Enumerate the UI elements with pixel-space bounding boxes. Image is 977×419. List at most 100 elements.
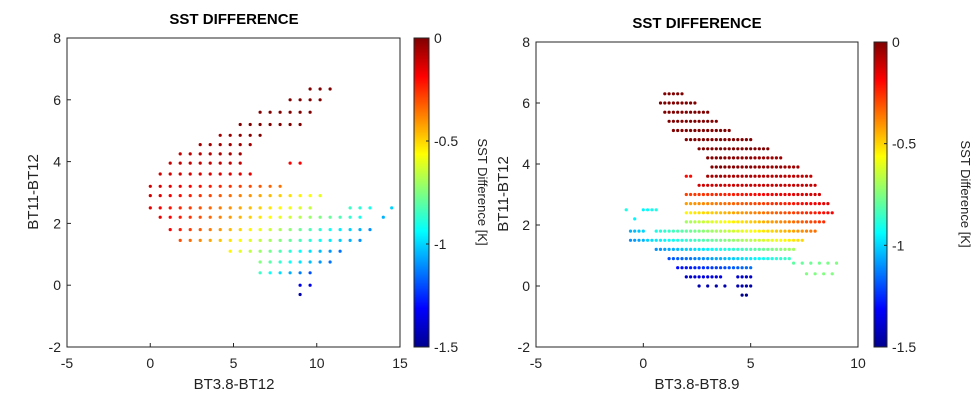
scatter-point — [813, 192, 817, 197]
scatter-point — [208, 238, 212, 242]
scatter-point — [774, 156, 779, 160]
scatter-point — [757, 238, 761, 242]
scatter-point — [753, 257, 757, 261]
scatter-point — [258, 271, 262, 275]
scatter-point — [258, 215, 262, 219]
scatter-point — [693, 247, 697, 251]
scatter-point — [779, 156, 783, 160]
x-tick-label: 5 — [747, 355, 755, 371]
scatter-point — [278, 260, 282, 264]
scatter-point — [689, 119, 693, 123]
scatter-point — [701, 229, 706, 233]
scatter-point — [308, 271, 312, 275]
scatter-point — [744, 156, 749, 160]
scatter-point — [757, 183, 761, 187]
scatter-point — [298, 249, 302, 253]
scatter-point — [714, 183, 718, 187]
scatter-point — [198, 206, 202, 210]
scatter-point — [208, 228, 212, 232]
scatter-point — [248, 184, 252, 188]
scatter-point — [689, 229, 693, 233]
scatter-point — [719, 220, 723, 224]
scatter-point — [770, 174, 774, 178]
scatter-point — [689, 247, 693, 251]
scatter-point — [228, 249, 232, 253]
scatter-point — [667, 229, 671, 233]
scatter-point — [761, 211, 766, 215]
scatter-point — [650, 238, 654, 242]
scatter-point — [680, 110, 684, 114]
scatter-point — [727, 266, 731, 270]
scatter-point — [689, 257, 693, 261]
scatter-point — [723, 257, 727, 261]
scatter-point — [318, 228, 322, 232]
scatter-point — [783, 192, 787, 197]
scatter-point — [646, 238, 650, 242]
scatter-point — [804, 220, 809, 224]
scatter-point — [278, 271, 282, 275]
scatter-point — [706, 156, 710, 160]
scatter-point — [701, 119, 706, 123]
scatter-point — [736, 266, 740, 270]
scatter-point — [684, 174, 688, 178]
scatter-point — [701, 110, 706, 114]
scatter-point — [697, 138, 701, 142]
scatter-point — [761, 156, 766, 160]
scatter-point — [749, 229, 753, 233]
scatter-point — [761, 192, 766, 197]
scatter-point — [248, 172, 252, 176]
scatter-point — [749, 183, 753, 187]
scatter-point — [693, 202, 697, 206]
scatter-point — [218, 184, 222, 188]
scatter-point — [714, 220, 718, 224]
scatter-point — [714, 202, 718, 206]
scatter-point — [770, 183, 774, 187]
scatter-point — [774, 174, 779, 178]
scatter-point — [727, 257, 731, 261]
left-axis-ticks: -5 0 5 10 15 -2 0 2 4 6 8 — [49, 30, 408, 371]
scatter-point — [757, 247, 761, 251]
scatter-point — [753, 202, 757, 206]
scatter-point — [178, 184, 182, 188]
scatter-point — [753, 211, 757, 215]
scatter-point — [208, 161, 212, 165]
scatter-point — [228, 161, 232, 165]
colorbar-tick-label: -0.5 — [434, 133, 458, 149]
scatter-point — [178, 215, 182, 219]
scatter-point — [731, 266, 736, 270]
scatter-point — [749, 165, 753, 169]
scatter-point — [736, 220, 740, 224]
scatter-point — [761, 247, 766, 251]
scatter-point — [693, 119, 697, 123]
scatter-point — [792, 202, 796, 206]
y-tick-label: 0 — [53, 277, 61, 293]
scatter-point — [787, 257, 791, 261]
scatter-point — [158, 172, 162, 176]
scatter-point — [783, 165, 787, 169]
colorbar-tick-label: -1.5 — [434, 339, 458, 355]
scatter-point — [774, 202, 779, 206]
scatter-point — [779, 174, 783, 178]
scatter-point — [770, 257, 774, 261]
scatter-point — [749, 211, 753, 215]
scatter-point — [278, 206, 282, 210]
scatter-point — [693, 110, 697, 114]
scatter-point — [731, 165, 736, 169]
scatter-point — [676, 110, 680, 114]
scatter-point — [198, 172, 202, 176]
scatter-point — [689, 101, 693, 105]
scatter-point — [761, 165, 766, 169]
scatter-point — [338, 228, 342, 232]
scatter-point — [178, 161, 182, 165]
scatter-point — [749, 220, 753, 224]
scatter-point — [148, 194, 152, 198]
scatter-point — [671, 238, 676, 242]
scatter-point — [318, 194, 322, 198]
scatter-point — [308, 98, 312, 102]
scatter-point — [766, 147, 770, 151]
scatter-point — [731, 183, 736, 187]
scatter-point — [804, 174, 809, 178]
scatter-point — [258, 133, 262, 137]
scatter-point — [278, 194, 282, 198]
